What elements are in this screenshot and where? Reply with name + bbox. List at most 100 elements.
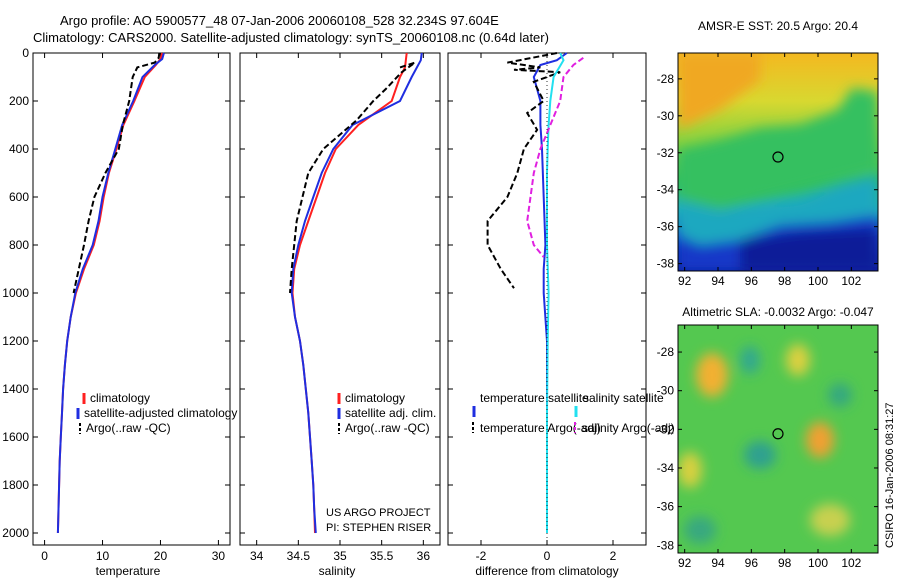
salinity-legend: climatology satellite adj. clim. Argo(..… <box>337 391 436 435</box>
sla-low-anomaly <box>740 346 760 374</box>
x-tick-label: 30 <box>212 549 226 563</box>
legend-label-climatology: climatology <box>345 391 405 405</box>
sla-argo-location-marker <box>772 428 784 440</box>
map-y-tick-label: -34 <box>657 183 675 197</box>
y-tick-label: 0 <box>22 46 29 60</box>
legend-label-satellite: satellite-adjusted climatology <box>84 406 237 420</box>
y-tick-label: 200 <box>9 94 29 108</box>
title-line-1: Argo profile: AO 5900577_48 07-Jan-2006 … <box>60 13 499 28</box>
map-x-tick-label: 94 <box>711 556 725 570</box>
sla-low-anomaly <box>744 441 776 469</box>
series-temperature-argo-adj <box>486 52 561 289</box>
x-tick-label: 0 <box>544 549 551 563</box>
map-x-tick-label: 92 <box>678 556 692 570</box>
legend-label-satellite: satellite adj. clim. <box>345 406 436 420</box>
legend-salinity-satellite: salinity satellite <box>583 391 664 405</box>
legend-label-argo: Argo(..raw -QC) <box>86 421 171 435</box>
sla-high-anomaly <box>678 452 702 488</box>
pi-credit: PI: STEPHEN RISER <box>326 522 431 534</box>
legend-salinity-argo: salinity Argo(-adj) <box>582 421 675 435</box>
sst-cyan-band <box>678 175 878 245</box>
map-x-tick-label: 98 <box>778 556 792 570</box>
series-satellite-adj-clim <box>290 52 423 534</box>
map-x-tick-label: 100 <box>808 556 828 570</box>
legend-temperature-argo: temperature Argo(-adj) <box>480 421 601 435</box>
sla-high-anomaly <box>786 344 810 376</box>
map-y-tick-label: -34 <box>657 461 675 475</box>
map-x-tick-label: 94 <box>711 274 725 288</box>
sst-heatmap <box>678 53 878 271</box>
y-tick-label: 600 <box>9 190 29 204</box>
legend-temperature-satellite: temperature satellite <box>480 391 589 405</box>
y-tick-label: 1600 <box>2 430 29 444</box>
x-tick-label: 10 <box>96 549 110 563</box>
x-tick-label: 36 <box>417 549 431 563</box>
y-tick-label: 1200 <box>2 334 29 348</box>
map-y-tick-label: -38 <box>657 538 675 552</box>
x-tick-label: 35.5 <box>370 549 394 563</box>
y-tick-label: 1000 <box>2 286 29 300</box>
sst-argo-location-marker <box>772 151 784 163</box>
sla-low-anomaly <box>828 383 852 407</box>
sla-high-anomaly <box>806 422 834 458</box>
x-tick-label: 20 <box>154 549 168 563</box>
sla-map-frame <box>677 324 879 554</box>
series-climatology <box>291 52 408 534</box>
csiro-timestamp: CSIRO 16-Jan-2006 08:31:27 <box>884 402 896 548</box>
series-argo-raw-qc <box>72 52 161 294</box>
salinity-axes <box>239 52 441 546</box>
x-tick-label: 34 <box>250 549 264 563</box>
map-y-tick-label: -32 <box>657 422 675 436</box>
map-y-tick-label: -36 <box>657 500 675 514</box>
map-y-tick-label: -38 <box>657 257 675 271</box>
difference-legend: temperature satellite temperature Argo(-… <box>472 391 675 435</box>
temperature-xlabel: temperature <box>96 564 161 578</box>
x-tick-label: 34.5 <box>287 549 311 563</box>
map-y-tick-label: -28 <box>657 72 675 86</box>
map-y-tick-label: -32 <box>657 146 675 160</box>
series-salinity-argo-adj <box>526 56 584 258</box>
map-x-tick-label: 96 <box>745 274 759 288</box>
sst-warm-patch <box>678 53 760 130</box>
x-tick-label: 35 <box>333 549 347 563</box>
salinity-xlabel: salinity <box>319 564 356 578</box>
map-x-tick-label: 102 <box>841 274 861 288</box>
series-argo-raw-qc <box>289 61 416 294</box>
series-satellite-adjusted-climatology <box>56 52 165 534</box>
map-x-tick-label: 96 <box>745 556 759 570</box>
title-line-2: Climatology: CARS2000. Satellite-adjuste… <box>33 30 549 45</box>
map-x-tick-label: 92 <box>678 274 692 288</box>
x-tick-label: 0 <box>41 549 48 563</box>
difference-xlabel: difference from climatology <box>475 564 618 578</box>
legend-label-argo: Argo(..raw -QC) <box>345 421 430 435</box>
map-x-tick-label: 102 <box>841 556 861 570</box>
map-x-tick-label: 98 <box>778 274 792 288</box>
y-tick-label: 400 <box>9 142 29 156</box>
y-tick-label: 2000 <box>2 526 29 540</box>
temperature-legend: climatology satellite-adjusted climatolo… <box>76 391 237 435</box>
sla-high-anomaly <box>810 504 850 536</box>
y-tick-label: 1800 <box>2 478 29 492</box>
sst-map-frame <box>677 52 879 272</box>
temperature-axes <box>32 52 231 546</box>
sla-low-anomaly <box>684 516 716 544</box>
map-y-tick-label: -30 <box>657 109 675 123</box>
legend-label-climatology: climatology <box>90 391 150 405</box>
map-y-tick-label: -36 <box>657 220 675 234</box>
sla-map-title: Altimetric SLA: -0.0032 Argo: -0.047 <box>682 305 874 319</box>
series-salinity-satellite <box>546 52 565 533</box>
x-tick-label: 2 <box>610 549 617 563</box>
sst-green-band <box>678 88 878 210</box>
map-y-tick-label: -28 <box>657 345 675 359</box>
x-tick-label: -2 <box>476 549 487 563</box>
map-x-tick-label: 100 <box>808 274 828 288</box>
y-tick-label: 1400 <box>2 382 29 396</box>
sst-deep-blue <box>740 228 878 271</box>
map-y-tick-label: -30 <box>657 384 675 398</box>
sst-map-title: AMSR-E SST: 20.5 Argo: 20.4 <box>698 19 858 33</box>
project-credit: US ARGO PROJECT <box>326 507 431 519</box>
y-tick-label: 800 <box>9 238 29 252</box>
series-climatology <box>56 52 164 534</box>
sla-high-anomaly <box>696 353 728 397</box>
